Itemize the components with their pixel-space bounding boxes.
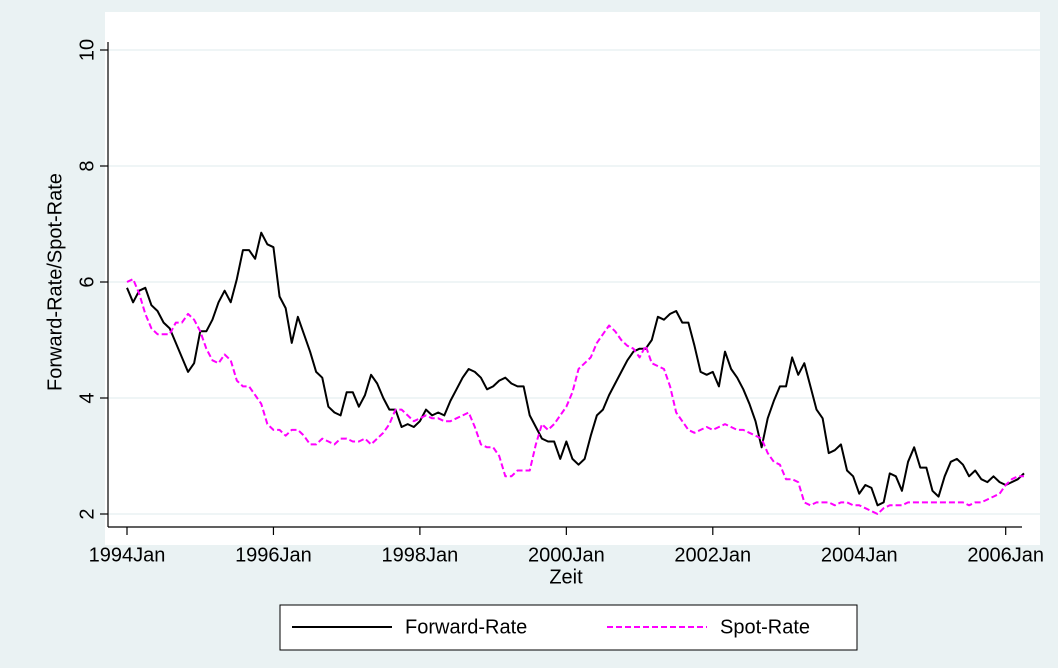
legend-label: Spot-Rate (720, 616, 810, 638)
x-axis-title: Zeit (549, 566, 583, 588)
y-tick-label: 4 (76, 392, 98, 403)
y-tick-label: 2 (76, 508, 98, 519)
y-axis-title: Forward-Rate/Spot-Rate (44, 173, 66, 391)
x-tick-label: 2004Jan (821, 544, 898, 566)
x-tick-label: 2000Jan (528, 544, 605, 566)
x-tick-label: 1994Jan (89, 544, 166, 566)
y-tick-label: 8 (76, 160, 98, 171)
x-tick-label: 1996Jan (235, 544, 312, 566)
series-line (126, 278, 1024, 515)
plot-area (105, 12, 1040, 545)
x-tick-label: 2006Jan (967, 544, 1044, 566)
x-tick-label: 1998Jan (382, 544, 459, 566)
grid (108, 49, 1040, 515)
y-tick-label: 6 (76, 276, 98, 287)
legend-label: Forward-Rate (405, 616, 527, 638)
legend-box (279, 604, 858, 651)
y-tick-label: 10 (76, 39, 98, 61)
x-tick-label: 2002Jan (674, 544, 751, 566)
series-line (126, 231, 1025, 507)
